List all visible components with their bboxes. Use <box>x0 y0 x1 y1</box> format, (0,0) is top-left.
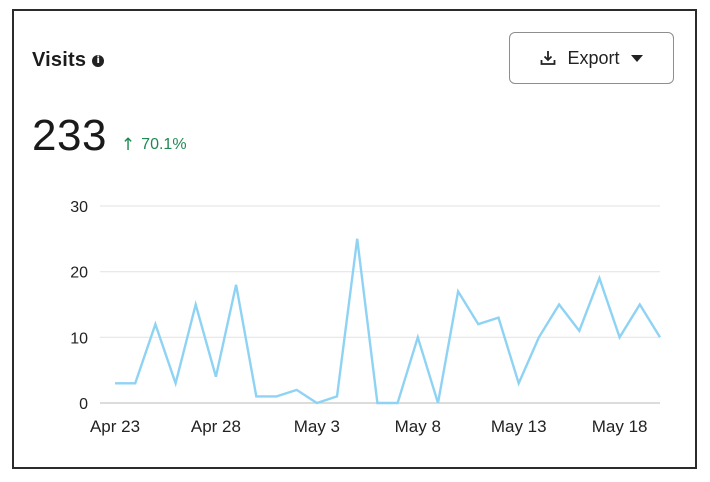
metric-value: 233 <box>32 111 107 160</box>
trend-value: 70.1% <box>141 136 187 153</box>
x-tick-label: May 18 <box>592 417 648 436</box>
export-label: Export <box>567 47 620 68</box>
data-point[interactable] <box>252 392 260 400</box>
download-icon <box>539 49 557 67</box>
data-point[interactable] <box>474 320 482 328</box>
data-point[interactable] <box>595 274 603 282</box>
data-point[interactable] <box>353 235 361 243</box>
data-point[interactable] <box>212 373 220 381</box>
data-point[interactable] <box>373 399 381 407</box>
data-point[interactable] <box>172 379 180 387</box>
x-tick-label: May 3 <box>294 417 340 436</box>
card-header: Visits i <box>32 49 105 72</box>
data-point[interactable] <box>656 333 664 341</box>
data-point[interactable] <box>131 379 139 387</box>
export-button[interactable]: Export <box>509 32 674 84</box>
data-point[interactable] <box>192 301 200 309</box>
x-tick-label: Apr 28 <box>191 417 241 436</box>
data-point[interactable] <box>272 392 280 400</box>
data-point[interactable] <box>555 301 563 309</box>
data-point[interactable] <box>434 399 442 407</box>
card-title: Visits <box>32 49 87 71</box>
y-tick-label: 30 <box>70 199 88 216</box>
caret-down-icon <box>630 53 644 63</box>
y-tick-label: 0 <box>79 396 88 413</box>
arrow-up-icon: ↑ <box>120 135 136 155</box>
x-tick-label: May 8 <box>395 417 441 436</box>
data-point[interactable] <box>232 281 240 289</box>
data-point[interactable] <box>414 333 422 341</box>
data-point[interactable] <box>394 399 402 407</box>
data-point[interactable] <box>293 386 301 394</box>
data-point[interactable] <box>616 333 624 341</box>
y-tick-label: 20 <box>70 265 88 282</box>
data-point[interactable] <box>515 379 523 387</box>
data-point[interactable] <box>636 301 644 309</box>
metric-row: 233 ↑ 70.1% <box>32 111 187 161</box>
data-point[interactable] <box>333 392 341 400</box>
y-tick-label: 10 <box>70 330 88 347</box>
data-point[interactable] <box>313 399 321 407</box>
data-point[interactable] <box>575 327 583 335</box>
data-point[interactable] <box>454 287 462 295</box>
visits-card: Visits i Export 233 ↑ 70.1% <box>12 9 697 469</box>
trend-indicator: ↑ 70.1% <box>121 135 187 155</box>
data-point[interactable] <box>495 314 503 322</box>
data-point[interactable] <box>111 379 119 387</box>
info-icon[interactable]: i <box>92 54 105 67</box>
data-point[interactable] <box>535 333 543 341</box>
x-tick-label: May 13 <box>491 417 547 436</box>
x-tick-label: Apr 23 <box>90 417 140 436</box>
series-line <box>115 238 662 405</box>
data-point[interactable] <box>151 320 159 328</box>
